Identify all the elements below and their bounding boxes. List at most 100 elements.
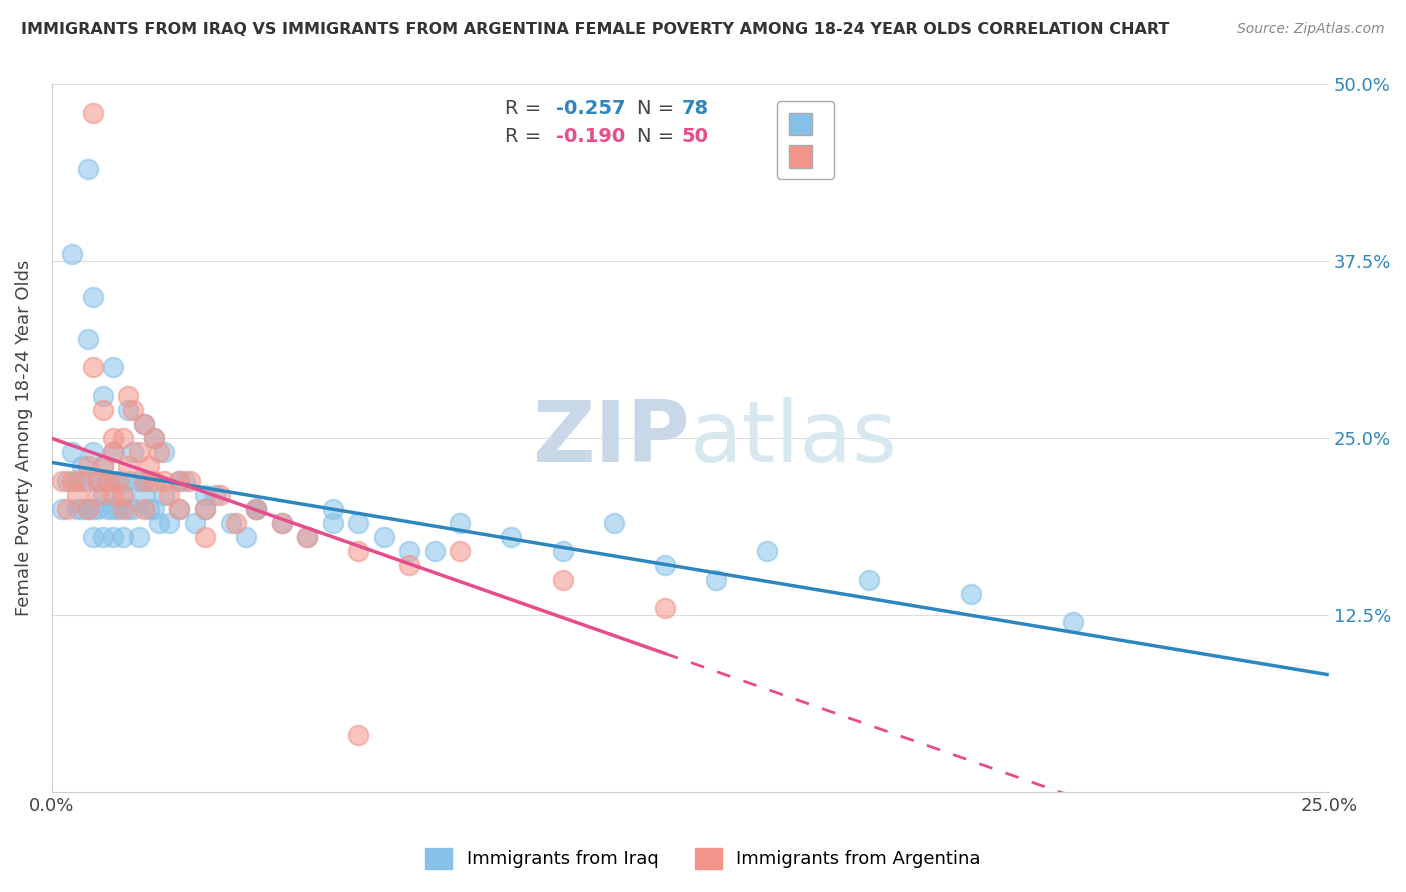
Point [91,530,114,544]
Point [51,474,73,488]
Point [142,501,165,516]
Text: 50: 50 [682,128,709,146]
Text: N =: N = [637,99,681,118]
Point [169,474,191,488]
Point [295,530,318,544]
Point [66,474,89,488]
Point [66,488,89,502]
Point [122,402,145,417]
Point [91,488,114,502]
Point [101,445,124,459]
Point [142,474,165,488]
Point [245,501,267,516]
Point [101,488,124,502]
Point [101,501,124,516]
Point [1062,615,1084,629]
Point [347,544,370,558]
Point [245,501,267,516]
Point [132,501,155,516]
Point [179,474,201,488]
Point [101,431,124,445]
Point [169,474,191,488]
Point [153,488,176,502]
Text: ZIP: ZIP [533,397,690,480]
Text: IMMIGRANTS FROM IRAQ VS IMMIGRANTS FROM ARGENTINA FEMALE POVERTY AMONG 18-24 YEA: IMMIGRANTS FROM IRAQ VS IMMIGRANTS FROM … [21,22,1170,37]
Point [270,516,292,530]
Point [551,544,574,558]
Point [157,516,180,530]
Point [169,501,191,516]
Point [184,516,207,530]
Point [82,501,104,516]
Point [654,600,676,615]
Point [66,501,89,516]
Point [112,488,135,502]
Point [449,516,471,530]
Point [704,573,727,587]
Point [132,417,155,431]
Point [235,530,257,544]
Point [112,431,135,445]
Point [398,558,420,573]
Point [97,501,120,516]
Point [82,530,104,544]
Legend: Immigrants from Iraq, Immigrants from Argentina: Immigrants from Iraq, Immigrants from Ar… [418,840,988,876]
Point [322,501,344,516]
Point [101,445,124,459]
Point [107,474,129,488]
Point [117,402,139,417]
Point [112,530,135,544]
Point [82,105,104,120]
Point [60,474,83,488]
Point [153,445,176,459]
Point [142,431,165,445]
Point [132,417,155,431]
Point [91,459,114,474]
Point [194,501,217,516]
Point [551,573,574,587]
Point [245,501,267,516]
Point [194,530,217,544]
Point [194,488,217,502]
Point [225,516,247,530]
Point [148,445,170,459]
Point [97,474,120,488]
Point [60,445,83,459]
Point [107,501,129,516]
Text: Source: ZipAtlas.com: Source: ZipAtlas.com [1237,22,1385,37]
Point [72,459,94,474]
Text: -0.257: -0.257 [557,99,626,118]
Point [449,544,471,558]
Point [87,501,110,516]
Point [153,474,176,488]
Point [76,459,98,474]
Point [755,544,778,558]
Y-axis label: Female Poverty Among 18-24 Year Olds: Female Poverty Among 18-24 Year Olds [15,260,32,616]
Point [97,474,120,488]
Point [169,501,191,516]
Point [173,474,195,488]
Point [270,516,292,530]
Text: N =: N = [637,128,681,146]
Text: atlas: atlas [690,397,898,480]
Point [56,474,79,488]
Point [295,530,318,544]
Point [194,501,217,516]
Point [56,501,79,516]
Text: 78: 78 [682,99,709,118]
Point [132,474,155,488]
Point [76,332,98,346]
Point [117,389,139,403]
Point [72,501,94,516]
Point [122,501,145,516]
Point [157,488,180,502]
Point [138,459,160,474]
Point [322,516,344,530]
Point [398,544,420,558]
Point [373,530,395,544]
Point [82,290,104,304]
Text: R =: R = [505,99,547,118]
Point [101,530,124,544]
Point [501,530,523,544]
Text: R =: R = [505,128,547,146]
